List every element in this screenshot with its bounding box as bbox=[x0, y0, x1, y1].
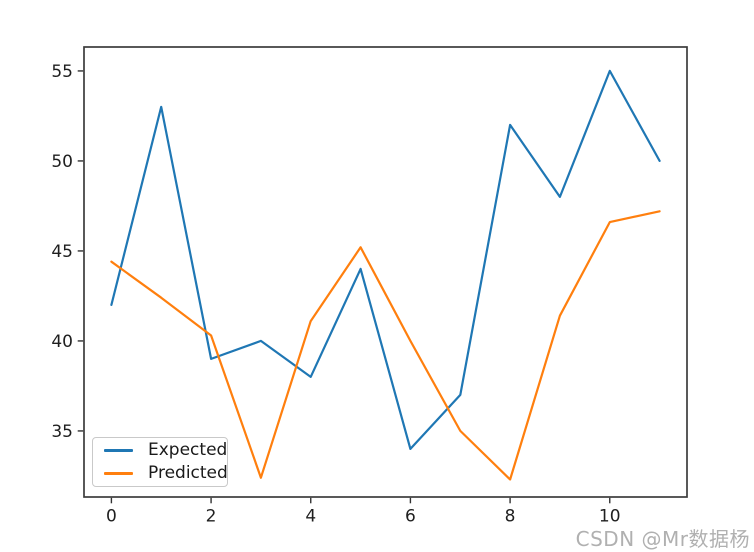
legend-line-swatch-expected bbox=[104, 449, 133, 452]
series-line-predicted bbox=[110, 210, 661, 481]
legend: Expected Predicted bbox=[92, 437, 228, 487]
legend-label-expected: Expected bbox=[148, 440, 228, 460]
y-tick-label: 55 bbox=[51, 62, 73, 82]
x-tick-label: 0 bbox=[106, 507, 117, 527]
legend-item-predicted: Predicted bbox=[104, 462, 228, 485]
x-tick-label: 2 bbox=[206, 507, 217, 527]
y-tick-label: 50 bbox=[51, 152, 73, 172]
watermark: CSDN @Mr数据杨 bbox=[575, 527, 750, 551]
x-tick-label: 6 bbox=[405, 507, 416, 527]
y-tick-label: 35 bbox=[51, 422, 73, 442]
x-tick-label: 4 bbox=[305, 507, 316, 527]
y-tick-label: 40 bbox=[51, 332, 73, 352]
legend-line-swatch-predicted bbox=[104, 472, 133, 475]
legend-label-predicted: Predicted bbox=[148, 463, 228, 483]
series-line-expected bbox=[110, 69, 661, 450]
plot-border bbox=[83, 46, 688, 498]
x-tick-label: 8 bbox=[505, 507, 516, 527]
legend-item-expected: Expected bbox=[104, 439, 227, 462]
y-tick-label: 45 bbox=[51, 242, 73, 262]
x-tick-label: 10 bbox=[599, 507, 621, 527]
